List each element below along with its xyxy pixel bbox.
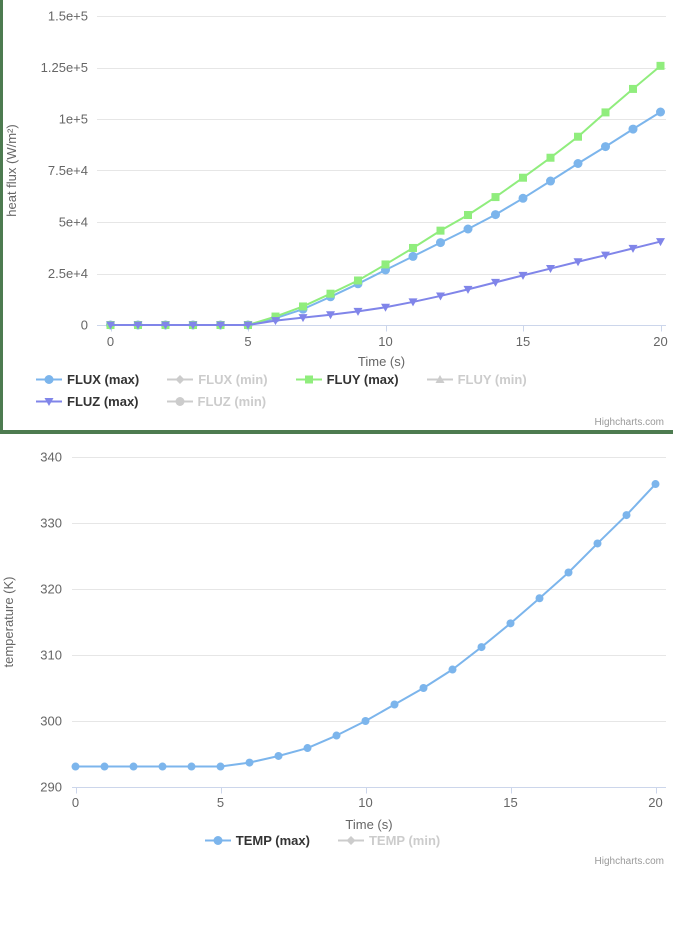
circle-legend-marker-icon — [166, 397, 193, 406]
heat-flux-plot: 0 2.5e+4 5e+4 7.5e+4 1e+5 1.25e+5 1.5e+5 0 5 10 15… — [4, 9, 668, 370]
temperature-plot: 290 300 310 320 330 340 0 5 10 15 20 Time (s) temper… — [1, 450, 666, 832]
heat-flux-chart-panel: 0 2.5e+4 5e+4 7.5e+4 1e+5 1.25e+5 1.5e+5 0 5 10 15… — [0, 0, 673, 434]
legend-item-temp-min[interactable]: TEMP (min) — [337, 833, 441, 848]
legend-item-label: FLUY (min) — [457, 372, 527, 387]
y-axis-tick-label: 290 — [40, 780, 62, 795]
y-axis-tick-label: 340 — [40, 450, 62, 465]
y-axis-tick-label: 2.5e+4 — [48, 266, 88, 281]
legend-item-label: TEMP (max) — [235, 833, 310, 848]
legend-item-temp-max[interactable]: TEMP (max) — [204, 833, 310, 848]
series-line-fluz-max — [109, 240, 662, 326]
series-line-fluy-max — [109, 64, 662, 326]
x-axis-tick-label: 0 — [72, 795, 79, 810]
x-axis-tick-label: 15 — [503, 795, 517, 810]
legend-item-label: TEMP (min) — [368, 833, 441, 848]
temperature-chart-panel: 290 300 310 320 330 340 0 5 10 15 20 Time (s) temper… — [0, 445, 673, 869]
y-axis-tick-label: 300 — [40, 714, 62, 729]
legend-item-label: FLUY (max) — [326, 372, 399, 387]
series-markers-flux-max — [106, 107, 665, 330]
x-axis-tick-label: 10 — [358, 795, 372, 810]
x-axis-tick-label: 10 — [378, 334, 392, 349]
x-axis-tick-label: 0 — [107, 334, 114, 349]
circle-legend-marker-icon — [204, 836, 231, 845]
heat-flux-legend: FLUX (max) FLUX (min) FLUY (max) FLUY (min)… — [36, 372, 640, 409]
circle-legend-marker-icon — [36, 375, 62, 384]
legend-item-fluz-min[interactable]: FLUZ (min) — [166, 394, 267, 409]
highcharts-credits-link[interactable]: Highcharts.com — [594, 856, 664, 867]
y-axis-tick-label: 7.5e+4 — [48, 163, 88, 178]
y-axis-title: heat flux (W/m²) — [4, 124, 19, 216]
x-axis-tick-label: 20 — [648, 795, 662, 810]
legend-item-fluy-min[interactable]: FLUY (min) — [426, 372, 527, 387]
legend-item-fluz-max[interactable]: FLUZ (max) — [36, 394, 139, 409]
x-axis-tick-label: 5 — [244, 334, 251, 349]
y-axis-tick-label: 330 — [40, 516, 62, 531]
triangle-down-legend-marker-icon — [36, 398, 62, 406]
temperature-credits: Highcharts.com — [0, 851, 673, 869]
series-markers-fluy-max — [106, 61, 665, 329]
legend-item-label: FLUZ (max) — [67, 394, 139, 409]
x-axis-tick-label: 5 — [217, 795, 224, 810]
y-axis-tick-label: 1.5e+5 — [48, 9, 88, 24]
series-line-flux-max — [109, 110, 662, 326]
temperature-legend: TEMP (max) TEMP (min) — [0, 833, 673, 848]
diamond-legend-marker-icon — [167, 375, 194, 384]
y-axis-tick-label: 0 — [81, 318, 88, 333]
legend-item-fluy-max[interactable]: FLUY (max) — [295, 372, 399, 387]
y-axis-title: temperature (K) — [1, 576, 16, 667]
square-legend-marker-icon — [295, 375, 322, 384]
y-axis-tick-label: 5e+4 — [59, 215, 88, 230]
triangle-legend-marker-icon — [426, 375, 453, 383]
legend-item-label: FLUX (max) — [67, 372, 140, 387]
series-markers-temp-max — [71, 480, 660, 771]
x-axis-tick-label: 20 — [653, 334, 667, 349]
legend-item-flux-max[interactable]: FLUX (max) — [36, 372, 139, 387]
y-axis-tick-label: 1.25e+5 — [41, 60, 88, 75]
y-axis-tick-label: 1e+5 — [59, 112, 88, 127]
legend-item-flux-min[interactable]: FLUX (min) — [167, 372, 268, 387]
diamond-legend-marker-icon — [337, 836, 364, 845]
y-axis-tick-label: 320 — [40, 582, 62, 597]
x-axis-tick-label: 15 — [516, 334, 530, 349]
legend-item-label: FLUZ (min) — [197, 394, 267, 409]
series-markers-fluz-max — [106, 238, 665, 330]
x-axis-title: Time (s) — [358, 354, 405, 369]
heat-flux-credits: Highcharts.com — [3, 412, 673, 430]
x-axis-title: Time (s) — [345, 817, 392, 832]
y-axis-tick-label: 310 — [40, 648, 62, 663]
legend-item-label: FLUX (min) — [198, 372, 268, 387]
highcharts-credits-link[interactable]: Highcharts.com — [594, 417, 664, 428]
